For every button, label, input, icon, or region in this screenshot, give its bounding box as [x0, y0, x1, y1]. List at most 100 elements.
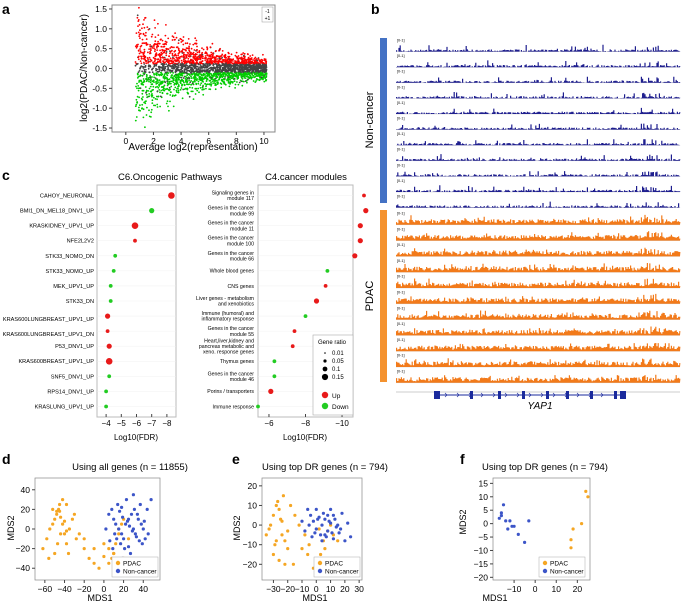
- dot-category-label: module 11: [230, 226, 254, 232]
- ma-point: [259, 71, 262, 74]
- dot-category-label: STK33_DN: [66, 299, 94, 305]
- ma-point: [150, 59, 153, 62]
- ma-point: [183, 48, 186, 51]
- ma-point: [146, 96, 149, 99]
- ma-point: [210, 66, 213, 69]
- gene-strand-arrow: [540, 392, 544, 398]
- ma-point: [253, 65, 256, 68]
- e-y-label: MDS2: [232, 515, 242, 540]
- c6-x-label: Log10(FDR): [114, 433, 158, 442]
- ma-point: [201, 70, 204, 73]
- ma-point: [197, 68, 199, 71]
- dot-category-label: NFE2L2V2: [67, 239, 94, 245]
- ma-point: [247, 62, 250, 64]
- ma-point: [162, 76, 165, 79]
- ma-point: [204, 59, 207, 61]
- ma-point: [153, 104, 155, 107]
- ma-point: [136, 72, 139, 75]
- ma-point: [148, 93, 151, 95]
- ma-point: [149, 81, 152, 84]
- ma-point: [142, 72, 145, 74]
- ma-point: [149, 85, 152, 88]
- ma-point: [247, 56, 250, 59]
- ma-point: [229, 81, 232, 83]
- mds-point: [112, 551, 116, 556]
- mds-point: [139, 522, 143, 526]
- ma-point: [196, 51, 199, 54]
- mds-y-tick-label: −15: [474, 559, 489, 569]
- ma-point: [142, 89, 145, 92]
- ma-point: [168, 86, 171, 89]
- ma-point: [164, 42, 166, 45]
- ma-point: [184, 75, 187, 78]
- ma-point: [243, 60, 246, 63]
- e-x-label: MDS1: [302, 593, 327, 603]
- ma-point: [186, 69, 189, 72]
- ma-point: [221, 64, 224, 67]
- coverage-track: [396, 92, 681, 99]
- ma-point: [142, 58, 145, 60]
- mds-point: [137, 539, 141, 543]
- ma-point: [213, 59, 216, 61]
- ma-point: [135, 103, 138, 106]
- ma-point: [234, 54, 237, 57]
- ma-point: [148, 28, 151, 30]
- mds-point: [62, 532, 67, 536]
- ma-point: [152, 96, 155, 99]
- ma-point: [134, 105, 137, 108]
- ma-point: [153, 47, 155, 50]
- ma-point: [161, 63, 164, 66]
- ma-point: [192, 98, 195, 100]
- ma-point: [189, 60, 191, 63]
- ma-point: [243, 56, 246, 59]
- mds-point: [303, 533, 307, 537]
- ma-point: [158, 89, 161, 91]
- track-range-label: [0-1]: [397, 39, 405, 43]
- c6-dots: −4 −5 −6 −7 −8 CAHOY_NEURONAL BMI1_DN_MEL18_DN…: [3, 192, 176, 428]
- pdac-group-bar: [380, 210, 387, 382]
- mds-point: [92, 547, 96, 551]
- ma-point: [175, 74, 178, 77]
- ma-point: [150, 49, 152, 52]
- ma-point: [195, 58, 197, 60]
- ma-point: [230, 64, 233, 67]
- ma-point: [154, 59, 157, 62]
- mds-legend-marker: [542, 568, 548, 574]
- ma-point: [186, 42, 189, 45]
- mds-x-tick-label: 0: [314, 584, 319, 594]
- ma-point: [155, 72, 158, 74]
- ma-point: [168, 109, 170, 112]
- dot-category-label: KRAS600LUNGBREAST_UPV1_UP: [3, 317, 94, 323]
- ma-point: [154, 86, 157, 89]
- mds-point: [326, 529, 330, 533]
- ma-point: [141, 42, 144, 45]
- mds-point: [269, 523, 273, 527]
- ma-point: [135, 44, 138, 46]
- ma-point: [179, 88, 182, 91]
- mds-point: [586, 495, 590, 499]
- dot-category-label: module 46: [230, 377, 254, 383]
- ma-point: [250, 77, 253, 80]
- mds-point: [107, 547, 111, 551]
- ma-point: [259, 70, 262, 72]
- ma-point: [139, 50, 142, 53]
- ma-point: [190, 70, 193, 72]
- ma-point: [172, 67, 175, 69]
- mds-top-dr-genes: Using top DR genes (n = 794) MDS1 MDS2 −…: [232, 462, 388, 603]
- ma-point: [247, 58, 250, 61]
- ma-point: [135, 98, 138, 101]
- ma-point: [175, 80, 178, 83]
- ma-point: [224, 66, 227, 69]
- ma-point: [180, 87, 183, 89]
- mds-point: [289, 503, 293, 508]
- ma-point: [183, 56, 186, 58]
- ma-point: [175, 63, 178, 66]
- ma-point: [141, 65, 144, 68]
- mds-point: [48, 527, 52, 531]
- dot-category-label: KRAS600LUNGBREAST_UPV1_DN: [3, 332, 94, 338]
- ma-point: [213, 61, 216, 64]
- ma-point: [241, 67, 244, 70]
- ma-point: [210, 81, 212, 83]
- ma-point: [150, 78, 153, 80]
- ma-point: [210, 73, 213, 75]
